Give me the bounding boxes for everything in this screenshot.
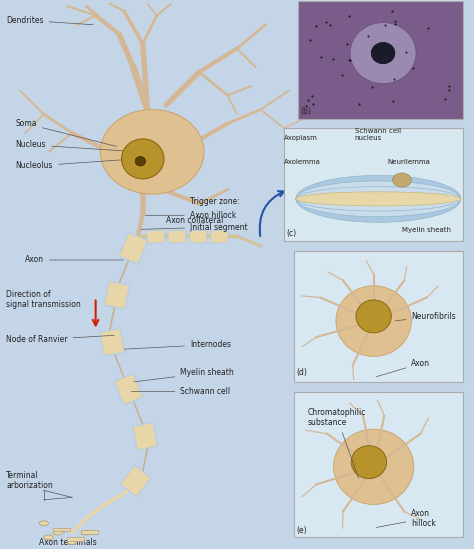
Ellipse shape bbox=[44, 535, 53, 540]
Ellipse shape bbox=[67, 540, 77, 545]
Text: Axoplasm: Axoplasm bbox=[284, 135, 318, 141]
Text: Axon hillock: Axon hillock bbox=[146, 211, 236, 220]
FancyBboxPatch shape bbox=[190, 231, 207, 243]
Text: Neurofibrils: Neurofibrils bbox=[395, 312, 456, 321]
Ellipse shape bbox=[296, 181, 461, 217]
Ellipse shape bbox=[39, 521, 48, 525]
Polygon shape bbox=[100, 328, 125, 356]
Text: Dendrites: Dendrites bbox=[6, 16, 93, 25]
Text: (e): (e) bbox=[296, 525, 307, 535]
Ellipse shape bbox=[121, 139, 164, 179]
Text: Axon: Axon bbox=[376, 359, 430, 377]
Text: Axon collateral: Axon collateral bbox=[166, 216, 224, 232]
Text: Internodes: Internodes bbox=[124, 340, 231, 349]
Text: Schwann cell: Schwann cell bbox=[131, 387, 230, 396]
Text: Direction of
signal transmission: Direction of signal transmission bbox=[6, 289, 81, 309]
Bar bbox=[293, 391, 463, 537]
Ellipse shape bbox=[296, 187, 461, 211]
Ellipse shape bbox=[371, 42, 395, 64]
Text: Neurilemma: Neurilemma bbox=[388, 159, 431, 165]
Text: Schwann cell
nucleus: Schwann cell nucleus bbox=[355, 128, 401, 141]
Text: Nucleolus: Nucleolus bbox=[16, 159, 133, 170]
Text: Myelin sheath: Myelin sheath bbox=[402, 227, 451, 233]
Text: Nucleus: Nucleus bbox=[16, 141, 135, 152]
Polygon shape bbox=[104, 282, 129, 309]
Text: Chromatophilic
substance: Chromatophilic substance bbox=[308, 408, 366, 478]
Ellipse shape bbox=[334, 429, 414, 505]
Text: Node of Ranvier: Node of Ranvier bbox=[6, 335, 114, 344]
Ellipse shape bbox=[296, 192, 461, 206]
Ellipse shape bbox=[82, 530, 91, 535]
Polygon shape bbox=[133, 423, 158, 450]
Bar bbox=[67, 537, 84, 541]
FancyBboxPatch shape bbox=[147, 231, 164, 243]
Polygon shape bbox=[120, 466, 151, 496]
Text: Terminal
arborization: Terminal arborization bbox=[6, 470, 53, 490]
Text: Axon
hillock: Axon hillock bbox=[376, 509, 436, 528]
Text: Trigger zone:: Trigger zone: bbox=[190, 197, 240, 205]
Text: Axon: Axon bbox=[25, 255, 124, 265]
Ellipse shape bbox=[392, 173, 411, 187]
Polygon shape bbox=[119, 233, 148, 264]
FancyBboxPatch shape bbox=[210, 231, 228, 243]
Bar bbox=[298, 2, 463, 119]
Ellipse shape bbox=[351, 446, 387, 479]
Bar bbox=[53, 528, 70, 531]
Text: Soma: Soma bbox=[16, 119, 117, 147]
Ellipse shape bbox=[100, 109, 204, 194]
Text: Axon terminals: Axon terminals bbox=[39, 530, 97, 547]
Ellipse shape bbox=[53, 530, 63, 535]
Ellipse shape bbox=[296, 175, 461, 222]
Text: Axolemma: Axolemma bbox=[284, 159, 321, 165]
Text: (d): (d) bbox=[296, 368, 307, 377]
Text: (c): (c) bbox=[286, 229, 297, 238]
Polygon shape bbox=[114, 374, 143, 405]
Text: (b): (b) bbox=[301, 107, 311, 116]
Bar bbox=[293, 250, 463, 382]
Ellipse shape bbox=[356, 300, 392, 333]
FancyBboxPatch shape bbox=[168, 231, 186, 243]
Bar bbox=[82, 530, 98, 534]
Bar bbox=[284, 128, 463, 241]
Text: Initial segment: Initial segment bbox=[141, 222, 247, 232]
Ellipse shape bbox=[350, 23, 416, 83]
Text: Myelin sheath: Myelin sheath bbox=[134, 368, 234, 382]
Ellipse shape bbox=[135, 156, 146, 166]
Ellipse shape bbox=[336, 286, 411, 356]
